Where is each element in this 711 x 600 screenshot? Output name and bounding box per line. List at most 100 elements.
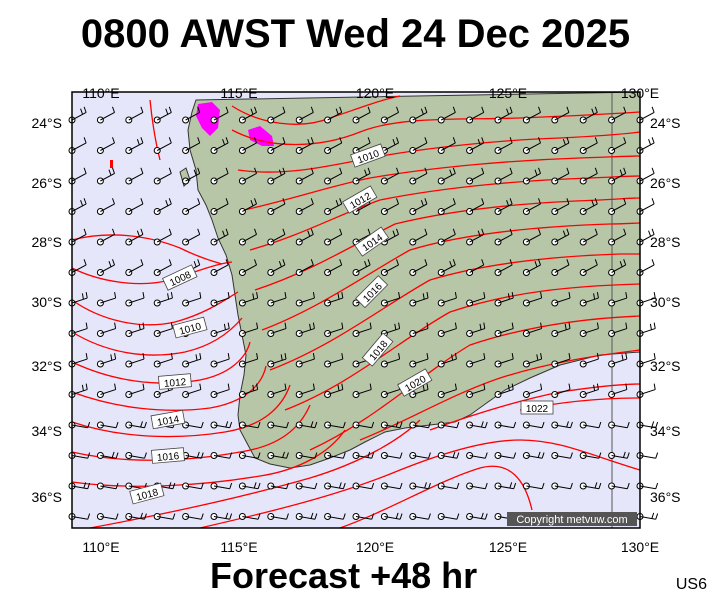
wind-barb [352,106,371,124]
wind-barb [522,292,543,307]
wind-barb [96,228,115,246]
isobar-line [71,404,311,461]
wind-barb [153,383,173,398]
wind-barb [210,322,230,337]
wind-barb [608,198,627,215]
wind-barb [238,259,257,276]
wind-barb [380,421,403,429]
wind-barb [437,137,456,154]
lon-label-top: 110°E [82,85,119,101]
wind-barb [125,137,144,154]
wind-barb [182,383,202,398]
isobar-label-layer: 1010101210141016101810201022100810101012… [129,143,554,505]
isobar-label: 1016 [151,447,185,464]
wind-barb [466,482,488,490]
wind-barb [125,421,147,429]
wind-barb [96,322,117,337]
wind-barb [551,106,570,124]
wind-barb [608,137,627,154]
wind-barb [608,106,627,124]
wind-barb [182,106,201,124]
wind-barb [466,198,485,215]
wind-barb [182,353,202,368]
wind-barb [324,353,344,368]
isobar-layer [71,95,641,529]
wind-barb [238,106,257,124]
wind-barb [352,137,371,154]
wind-barb [579,482,602,490]
wind-barb [267,322,287,337]
wind-barb [238,228,257,246]
wind-barb [437,353,457,368]
wind-barb [494,228,513,246]
lat-label-left: 36°S [31,489,62,505]
wind-barb [380,167,399,185]
wind-barb [579,452,602,459]
lon-label-top: 115°E [220,85,257,101]
map-frame [71,91,641,529]
wind-barb [579,167,598,185]
lon-label-bottom: 110°E [82,539,119,555]
wind-barb [466,512,488,520]
wind-barb [437,513,460,520]
wind-barb [437,228,456,246]
wind-barb [125,452,147,459]
wind-barb [295,322,315,337]
isobar-label: 1012 [158,373,192,390]
wind-barb [295,482,318,490]
wind-barb [125,512,147,520]
lon-label-bottom: 130°E [621,539,659,555]
wind-barb [409,292,429,307]
svg-text:1022: 1022 [526,404,549,415]
wind-barb [96,198,115,215]
wind-barb [522,383,543,398]
wind-barb [267,353,287,368]
wind-barb [182,292,202,307]
wind-barb [579,198,598,215]
wind-barb [352,513,375,520]
wind-barb [125,167,144,185]
wind-barb [608,228,627,246]
wind-barb [324,322,344,337]
wind-barb [153,106,172,124]
wind-barb [153,167,172,185]
wind-barb [522,137,541,154]
wind-barb [494,383,514,398]
wind-barb [324,167,343,185]
wind-barb [608,383,628,398]
wind-barb [125,228,144,246]
wind-barb [466,452,488,459]
wind-barb [522,198,541,215]
wind-barb [608,322,628,337]
wind-barb [295,137,314,154]
wind-barb [96,353,117,368]
wind-barb [494,292,514,307]
wind-barb [96,513,119,520]
wind-barb [380,292,401,307]
svg-text:1016: 1016 [157,451,181,464]
wind-barb [494,137,513,154]
svg-text:1012: 1012 [164,377,188,390]
lon-label-bottom: 120°E [356,539,394,555]
rain-patch [110,160,113,168]
wind-barb [380,106,399,124]
wind-barb [324,198,343,215]
wind-barb [352,167,371,185]
wind-barb [380,452,403,459]
wind-barb [352,259,371,276]
wind-barb [125,292,145,307]
isobar-label: 1018 [129,482,165,505]
wind-barb [522,322,543,337]
wind-barb [551,167,570,185]
wind-barb [153,292,173,307]
isobar-line [89,419,421,529]
wind-barb [96,421,119,429]
wind-barb [522,451,545,459]
wind-barb [608,451,630,459]
wind-barb [267,451,289,459]
wind-barb [210,259,229,276]
wind-barb [153,228,172,246]
wind-barb [437,106,456,124]
wind-barb [437,198,456,215]
lat-label-left: 24°S [31,115,62,131]
